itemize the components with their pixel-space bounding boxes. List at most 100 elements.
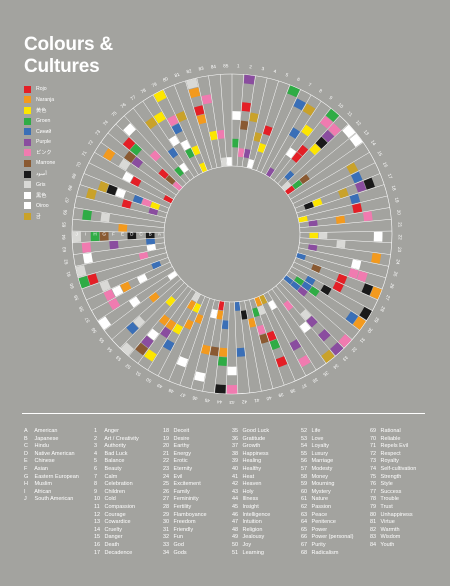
key-text: Native American	[33, 450, 75, 457]
wheel-spoke	[256, 84, 291, 171]
wheel-cell	[288, 127, 301, 139]
wheel-spoke	[267, 291, 317, 371]
wheel-spoke	[244, 300, 262, 392]
key-item: I African	[24, 489, 94, 497]
concept-number-label: 4	[273, 69, 277, 75]
legend-item: ピンク	[24, 148, 84, 159]
legend-swatch	[24, 202, 31, 210]
wheel-cell	[351, 171, 363, 184]
concept-number-label: 16	[382, 161, 389, 168]
wheel-cell	[220, 157, 227, 167]
key-item: 21 Energy	[163, 451, 232, 459]
wheel-cell	[82, 252, 93, 264]
key-code: 35	[232, 428, 239, 434]
wheel-spoke	[225, 301, 230, 394]
key-item: 62 Passion	[301, 504, 370, 512]
concept-number-label: 46	[192, 395, 199, 401]
key-item: 52 Life	[301, 428, 370, 436]
key-code: 42	[232, 481, 239, 488]
key-item: 41 Heat	[232, 474, 301, 482]
concept-number-label: 82	[186, 68, 193, 74]
key-text: Bad Luck	[103, 450, 128, 457]
concept-number-label: 6	[296, 77, 301, 83]
key-item: 81 Virtue	[370, 519, 439, 527]
concept-number-label: 84	[211, 64, 217, 70]
wheel-cell	[299, 174, 310, 185]
wheel-cell	[100, 212, 111, 223]
key-code: 71	[370, 443, 377, 450]
key-code: 68	[301, 549, 308, 556]
key-text: Nature	[310, 496, 329, 503]
key-code: 20	[163, 443, 170, 450]
wheel-cell	[168, 135, 180, 147]
key-code: 6	[94, 465, 98, 472]
key-code: 47	[232, 519, 239, 526]
wheel-spoke	[100, 142, 177, 196]
wheel-cell	[299, 321, 312, 334]
key-column: 18 Deceit 19 Desire 20 Earthy 21 Energy 22 E…	[163, 428, 232, 557]
key-item: B Japanese	[24, 436, 94, 444]
concept-number-label: 24	[395, 259, 401, 265]
wheel-cell	[144, 349, 157, 362]
ring-label: H	[93, 232, 96, 237]
wheel-cell	[171, 123, 183, 135]
wheel-cell	[363, 177, 375, 190]
wheel-spoke	[94, 152, 174, 200]
wheel-cell	[232, 138, 239, 148]
key-text: Erotic	[172, 458, 188, 465]
key-code: E	[24, 458, 28, 465]
wheel-spoke	[86, 261, 171, 301]
wheel-cell	[186, 300, 196, 311]
key-code: F	[24, 465, 28, 472]
key-text: Eastern European	[33, 473, 79, 480]
wheel-spoke	[163, 89, 204, 173]
wheel-cell	[98, 316, 112, 330]
wheel-cell	[355, 181, 367, 193]
legend-item: Marrone	[24, 158, 84, 169]
key-text: Mystery	[310, 488, 331, 495]
legend-label: Marrone	[36, 160, 56, 167]
key-item: A American	[24, 428, 94, 436]
wheel-spoke	[73, 242, 165, 255]
wheel-cell	[238, 148, 245, 158]
wheel-cell	[268, 300, 278, 311]
wheel-cell	[307, 244, 318, 252]
legend-item: Oiroo	[24, 201, 84, 212]
legend-swatch	[24, 117, 31, 125]
wheel-spoke	[299, 230, 392, 233]
wheel-spoke	[208, 75, 223, 167]
legend-item: 금	[24, 211, 84, 222]
wheel-cell	[301, 124, 314, 137]
key-text: Trust	[379, 503, 393, 510]
key-text: Intelligence	[241, 511, 271, 518]
key-text: Luxury	[310, 450, 329, 457]
wheel-cell	[218, 301, 225, 311]
key-code: 32	[163, 534, 170, 541]
key-item: 35 Good Luck	[232, 428, 301, 436]
key-text: Friendly	[172, 526, 194, 533]
key-item: 63 Peace	[301, 512, 370, 520]
key-code: 63	[301, 511, 308, 518]
wheel-cell	[121, 199, 132, 209]
key-code: 8	[94, 481, 98, 488]
wheel-spoke	[147, 291, 197, 371]
wheel-cell	[259, 294, 268, 305]
concept-number-label: 32	[350, 346, 357, 353]
concept-number-label: 64	[61, 234, 66, 240]
wheel-spoke	[185, 80, 213, 170]
key-code: H	[24, 481, 28, 488]
key-code: 16	[94, 541, 101, 548]
key-item: 75 Strength	[370, 474, 439, 482]
wheel-cell	[99, 232, 109, 241]
wheel-cell	[201, 94, 212, 105]
key-item: 9 Children	[94, 489, 163, 497]
wheel-spoke	[273, 107, 331, 181]
key-code: 40	[232, 465, 239, 472]
wheel-cell	[285, 185, 295, 195]
key-text: Healthy	[241, 465, 262, 472]
key-item: 3 Authority	[94, 443, 163, 451]
key-code: 58	[301, 473, 308, 480]
key-code: 54	[301, 443, 308, 450]
key-code: 70	[370, 435, 377, 442]
key-code: 72	[370, 450, 377, 457]
